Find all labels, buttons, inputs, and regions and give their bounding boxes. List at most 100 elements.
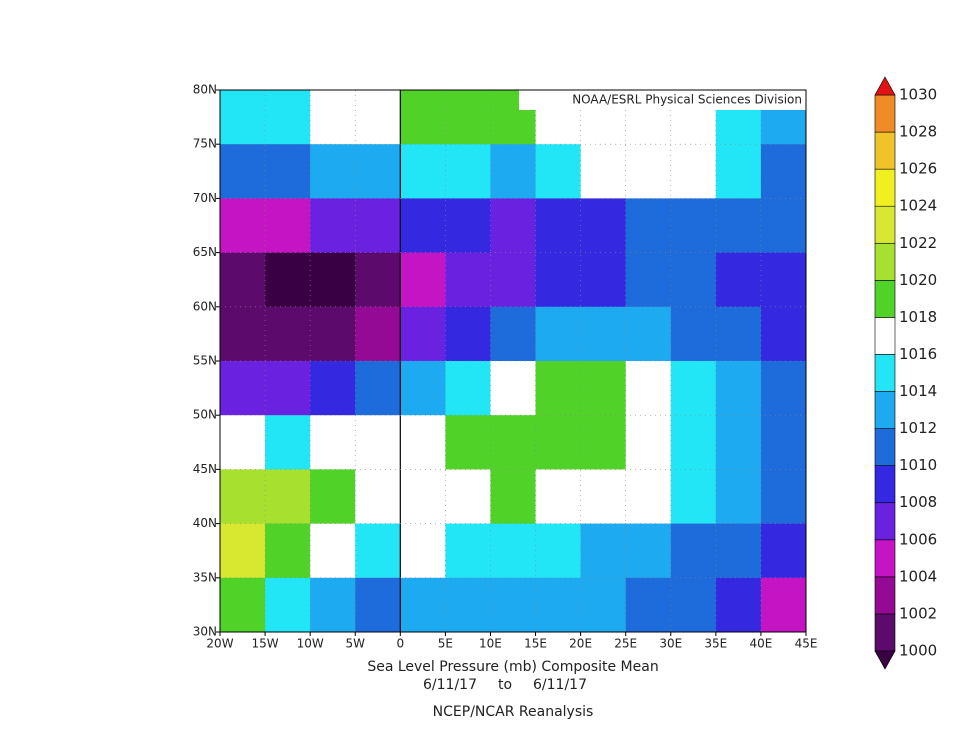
y-tick-label: 80N — [193, 83, 217, 97]
x-tick-label: 20W — [206, 637, 233, 651]
map-title: Sea Level Pressure (mb) Composite Mean — [367, 659, 658, 675]
pressure-cell — [265, 415, 311, 470]
colorbar-label: 1028 — [899, 123, 937, 141]
pressure-cell — [760, 577, 807, 633]
pressure-cell — [220, 144, 266, 199]
pressure-cell — [310, 415, 356, 470]
pressure-cell — [625, 577, 672, 633]
pressure-cell — [535, 577, 582, 633]
pressure-cell — [670, 523, 717, 579]
pressure-cell — [580, 361, 627, 416]
pressure-cell — [310, 469, 356, 525]
pressure-cell — [400, 415, 446, 470]
pressure-cell — [445, 415, 491, 470]
pressure-cell — [670, 361, 717, 416]
pressure-cell — [220, 361, 266, 416]
pressure-cell — [355, 252, 401, 308]
colorbar-segment — [874, 576, 896, 615]
pressure-cell — [355, 469, 401, 525]
pressure-cell — [535, 469, 582, 525]
pressure-cell — [715, 144, 762, 199]
colorbar-label: 1026 — [899, 160, 937, 178]
source: NCEP/NCAR Reanalysis — [433, 704, 594, 720]
pressure-cell — [670, 415, 717, 470]
pressure-cell — [535, 523, 582, 579]
colorbar-segment — [874, 242, 896, 281]
pressure-cell — [760, 469, 807, 525]
y-tick-label: 75N — [193, 137, 217, 151]
pressure-cell — [535, 415, 582, 470]
pressure-cell — [445, 252, 491, 308]
pressure-field — [220, 90, 807, 633]
pressure-cell — [715, 306, 762, 362]
pressure-cell — [445, 144, 491, 199]
pressure-cell — [310, 90, 356, 145]
pressure-cell — [580, 306, 627, 362]
pressure-cell — [670, 252, 717, 308]
colorbar-segment — [874, 317, 896, 355]
pressure-cell — [760, 306, 807, 362]
pressure-cell — [760, 198, 807, 254]
pressure-cell — [535, 361, 582, 416]
pressure-cell — [625, 415, 672, 470]
x-tick-label: 10E — [479, 637, 502, 651]
colorbar-segment — [874, 94, 896, 133]
pressure-cell — [355, 306, 401, 362]
pressure-cell — [265, 577, 311, 633]
date-from: 6/11/17 — [423, 677, 477, 693]
pressure-cell — [445, 90, 491, 145]
pressure-cell — [355, 577, 401, 633]
pressure-cell — [310, 306, 356, 362]
pressure-cell — [310, 523, 356, 579]
colorbar-segment — [874, 168, 896, 207]
x-tick-label: 5W — [345, 637, 365, 651]
pressure-cell — [355, 90, 401, 145]
y-tick-label: 55N — [193, 354, 217, 368]
colorbar-label: 1000 — [899, 642, 937, 660]
credit-box — [519, 90, 806, 110]
pressure-cell — [400, 306, 446, 362]
pressure-cell — [760, 144, 807, 199]
x-tick-label: 5E — [438, 637, 453, 651]
pressure-cell — [355, 361, 401, 416]
y-tick-label: 40N — [193, 516, 217, 530]
pressure-cell — [535, 306, 582, 362]
colorbar-label: 1014 — [899, 382, 937, 400]
x-tick-label: 15W — [252, 637, 279, 651]
pressure-cell — [715, 523, 762, 579]
date-to: 6/11/17 — [533, 677, 587, 693]
pressure-cell — [310, 361, 356, 416]
colorbar-segment — [874, 613, 896, 652]
pressure-cell — [490, 523, 537, 579]
pressure-cell — [760, 415, 807, 470]
x-tick-label: 20E — [569, 637, 592, 651]
pressure-cell — [580, 577, 627, 633]
y-tick-label: 65N — [193, 245, 217, 259]
pressure-cell — [760, 523, 807, 579]
pressure-cell — [400, 577, 446, 633]
pressure-cell — [220, 469, 266, 525]
pressure-cell — [580, 252, 627, 308]
pressure-cell — [760, 252, 807, 308]
pressure-cell — [400, 252, 446, 308]
pressure-cell — [265, 361, 311, 416]
colorbar-segment — [874, 205, 896, 244]
pressure-cell — [490, 306, 537, 362]
pressure-cell — [310, 144, 356, 199]
pressure-cell — [265, 252, 311, 308]
pressure-cell — [355, 415, 401, 470]
pressure-cell — [220, 90, 266, 145]
pressure-cell — [490, 415, 537, 470]
pressure-cell — [400, 144, 446, 199]
colorbar-label: 1012 — [899, 419, 937, 437]
pressure-cell — [400, 361, 446, 416]
pressure-cell — [715, 469, 762, 525]
pressure-cell — [715, 361, 762, 416]
y-tick-label: 30N — [193, 625, 217, 639]
pressure-cell — [310, 252, 356, 308]
pressure-cell — [625, 306, 672, 362]
pressure-cell — [445, 306, 491, 362]
pressure-cell — [220, 523, 266, 579]
pressure-cell — [625, 198, 672, 254]
colorbar-high-triangle — [874, 76, 896, 96]
